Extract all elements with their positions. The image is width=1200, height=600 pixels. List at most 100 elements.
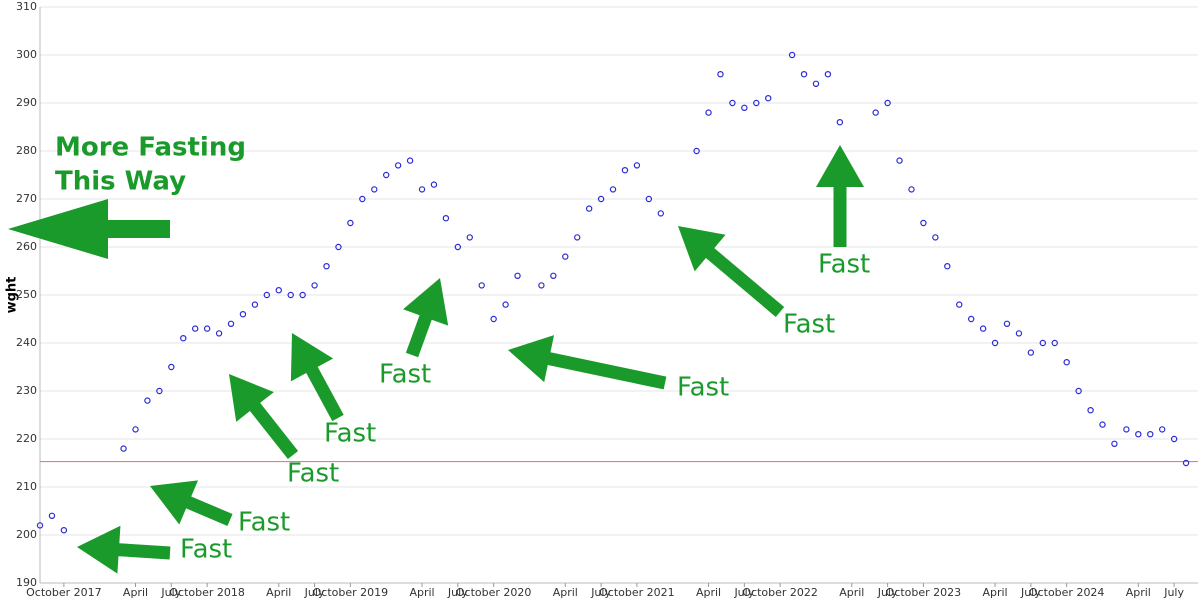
point	[359, 195, 366, 203]
point	[478, 282, 485, 289]
point	[753, 99, 760, 107]
point	[991, 339, 999, 347]
point	[812, 80, 820, 88]
point	[132, 426, 139, 433]
x-tick-label: July	[1163, 586, 1184, 599]
point	[406, 157, 414, 164]
annotation-arrow	[290, 333, 344, 422]
x-tick-label: October 2021	[599, 586, 675, 599]
point	[956, 301, 963, 308]
point	[1170, 435, 1178, 443]
x-tick-label: April	[839, 586, 864, 599]
point	[1123, 426, 1130, 433]
x-tick-label: July	[733, 586, 754, 599]
point	[1147, 431, 1154, 438]
point	[36, 522, 44, 529]
x-tick-label: July	[447, 586, 468, 599]
point	[263, 291, 271, 299]
point	[872, 109, 879, 116]
point	[1182, 459, 1190, 467]
point	[60, 527, 68, 534]
annotation: Fast	[783, 310, 835, 340]
point	[1003, 320, 1011, 327]
x-tick-label: April	[266, 586, 291, 599]
x-tick-label: July	[590, 586, 611, 599]
annotation: Fast	[379, 360, 431, 390]
point	[454, 243, 462, 251]
annotation-arrow	[229, 374, 299, 460]
point	[502, 301, 509, 308]
point	[180, 335, 187, 342]
y-tick-label: 270	[16, 192, 37, 205]
point	[550, 272, 557, 279]
point	[490, 315, 497, 323]
annotation: Fast	[287, 459, 339, 489]
point	[299, 291, 306, 299]
annotation-arrow	[816, 145, 864, 247]
x-tick-label: October 2023	[886, 586, 962, 599]
point	[609, 186, 617, 193]
x-tick-label: April	[1126, 586, 1151, 599]
point	[633, 162, 641, 169]
point	[144, 397, 151, 404]
point	[347, 219, 354, 227]
point	[383, 171, 390, 179]
point	[800, 70, 808, 78]
point	[239, 311, 247, 318]
point	[621, 166, 629, 174]
point	[896, 157, 903, 164]
annotation: Fast	[324, 419, 376, 449]
y-tick-label: 190	[16, 576, 37, 589]
y-tick-label: 240	[16, 336, 37, 349]
point	[1099, 421, 1106, 428]
x-tick-label: July	[304, 586, 325, 599]
point	[1087, 407, 1094, 414]
point	[765, 94, 772, 102]
point	[944, 263, 951, 270]
point	[908, 186, 915, 193]
y-tick-label: 250	[16, 288, 37, 301]
point	[562, 253, 569, 260]
point	[693, 147, 700, 155]
x-tick-label: October 2022	[742, 586, 818, 599]
point	[215, 330, 223, 337]
point	[585, 205, 593, 212]
annotation-arrow	[8, 199, 170, 259]
x-tick-label: April	[553, 586, 578, 599]
annotation: This Way	[55, 167, 186, 197]
x-tick-label: October 2020	[456, 586, 532, 599]
point	[729, 99, 736, 107]
x-tick-label: October 2024	[1029, 586, 1105, 599]
point	[597, 195, 605, 203]
annotation: More Fasting	[55, 133, 246, 163]
y-tick-label: 290	[16, 96, 37, 109]
point	[824, 70, 832, 78]
point	[1015, 330, 1023, 337]
point	[1135, 431, 1142, 438]
annotation-arrow	[77, 525, 171, 574]
point	[1158, 426, 1166, 433]
point	[788, 51, 796, 59]
annotation-arrow	[508, 335, 667, 390]
point	[538, 282, 545, 289]
point	[574, 234, 581, 241]
point	[836, 118, 844, 126]
point	[227, 320, 235, 327]
point	[979, 325, 987, 332]
point	[1027, 349, 1035, 356]
point	[323, 263, 330, 270]
point	[967, 315, 975, 323]
point	[1063, 359, 1070, 366]
x-tick-label: July	[877, 586, 898, 599]
x-tick-label: October 2017	[26, 586, 102, 599]
point	[168, 363, 175, 371]
y-tick-label: 260	[16, 240, 37, 253]
y-axis-label: wght	[5, 277, 20, 314]
point	[514, 272, 521, 279]
point	[311, 282, 318, 289]
point	[394, 162, 402, 169]
point	[1039, 339, 1047, 347]
annotation: Fast	[238, 508, 290, 538]
x-tick-label: April	[982, 586, 1007, 599]
y-tick-label: 310	[16, 0, 37, 13]
